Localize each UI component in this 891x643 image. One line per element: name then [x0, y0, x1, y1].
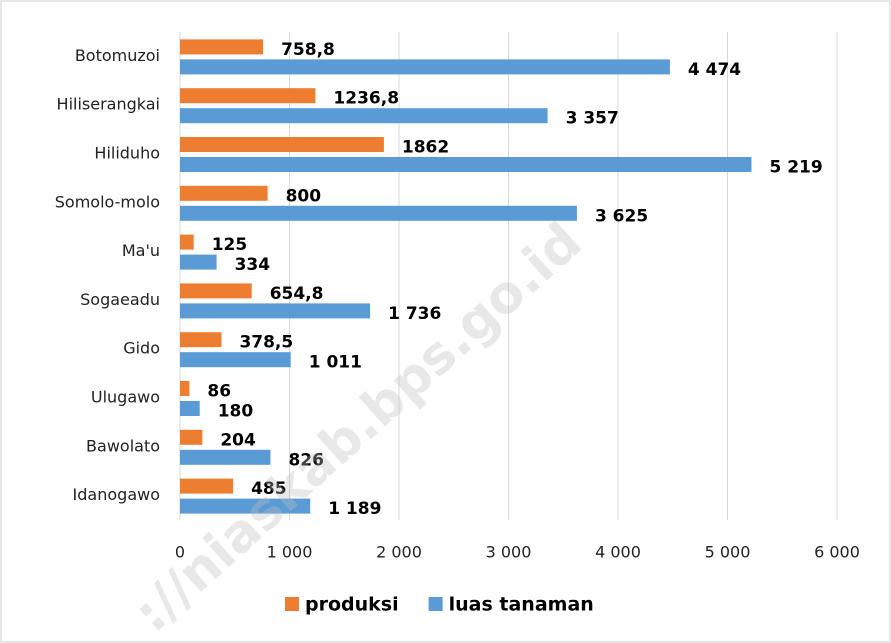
bar — [180, 254, 217, 270]
bar — [180, 429, 203, 445]
data-label: 5 219 — [769, 158, 822, 178]
data-label: 826 — [288, 450, 324, 470]
bar — [180, 185, 268, 201]
data-label: 654,8 — [270, 284, 324, 304]
y-tick-label: Ulugawo — [91, 388, 160, 407]
y-tick-label: Hiliserangkai — [57, 95, 160, 114]
bar — [180, 108, 548, 124]
data-label: 485 — [251, 479, 286, 499]
bar — [180, 137, 384, 152]
y-tick-label: Sogaeadu — [80, 290, 160, 309]
bar — [180, 478, 234, 494]
bar — [180, 401, 200, 416]
data-label: 1 736 — [388, 304, 441, 324]
data-label: 125 — [212, 235, 248, 255]
y-tick-label: Idanogawo — [73, 485, 160, 504]
bar — [180, 205, 577, 221]
x-tick-label: 4 000 — [595, 543, 641, 562]
y-tick-label: Bawolato — [86, 436, 160, 455]
data-label: 4 474 — [688, 60, 741, 80]
bar — [180, 352, 291, 368]
bar — [180, 39, 264, 55]
bar — [180, 332, 222, 348]
y-tick-label: Ma'u — [122, 241, 160, 260]
data-label: 378,5 — [239, 333, 293, 353]
bar — [180, 381, 190, 396]
x-tick-label: 1 000 — [267, 543, 313, 562]
x-tick-label: 0 — [175, 543, 185, 562]
legend-swatch — [285, 597, 299, 611]
bar — [180, 59, 670, 75]
x-tick-label: 2 000 — [376, 543, 422, 562]
bar — [180, 303, 371, 319]
bar — [180, 498, 311, 514]
data-label: 180 — [218, 402, 254, 422]
data-label: 3 357 — [566, 109, 619, 129]
data-label: 3 625 — [595, 206, 648, 226]
data-label: 334 — [235, 255, 271, 275]
data-label: 1862 — [402, 138, 449, 158]
data-label: 800 — [286, 186, 322, 206]
x-tick-label: 6 000 — [814, 543, 860, 562]
data-label: 204 — [220, 430, 256, 450]
data-label: 758,8 — [281, 40, 335, 60]
legend-label: produksi — [305, 594, 399, 616]
y-tick-label: Somolo-molo — [55, 192, 160, 211]
data-label: 1236,8 — [333, 89, 399, 109]
bar — [180, 449, 271, 465]
x-tick-label: 3 000 — [486, 543, 532, 562]
y-tick-label: Botomuzoi — [75, 46, 160, 65]
bar — [180, 88, 316, 104]
data-label: 86 — [207, 382, 231, 402]
legend-swatch — [428, 597, 443, 611]
y-tick-label: Hiliduho — [94, 144, 160, 163]
bar — [180, 283, 252, 299]
data-label: 1 189 — [328, 499, 381, 519]
x-tick-label: 5 000 — [705, 543, 751, 562]
bar — [180, 234, 194, 250]
y-tick-label: Gido — [123, 339, 160, 358]
data-label: 1 011 — [309, 353, 362, 373]
bar — [180, 157, 752, 172]
legend-label: luas tanaman — [449, 594, 594, 616]
